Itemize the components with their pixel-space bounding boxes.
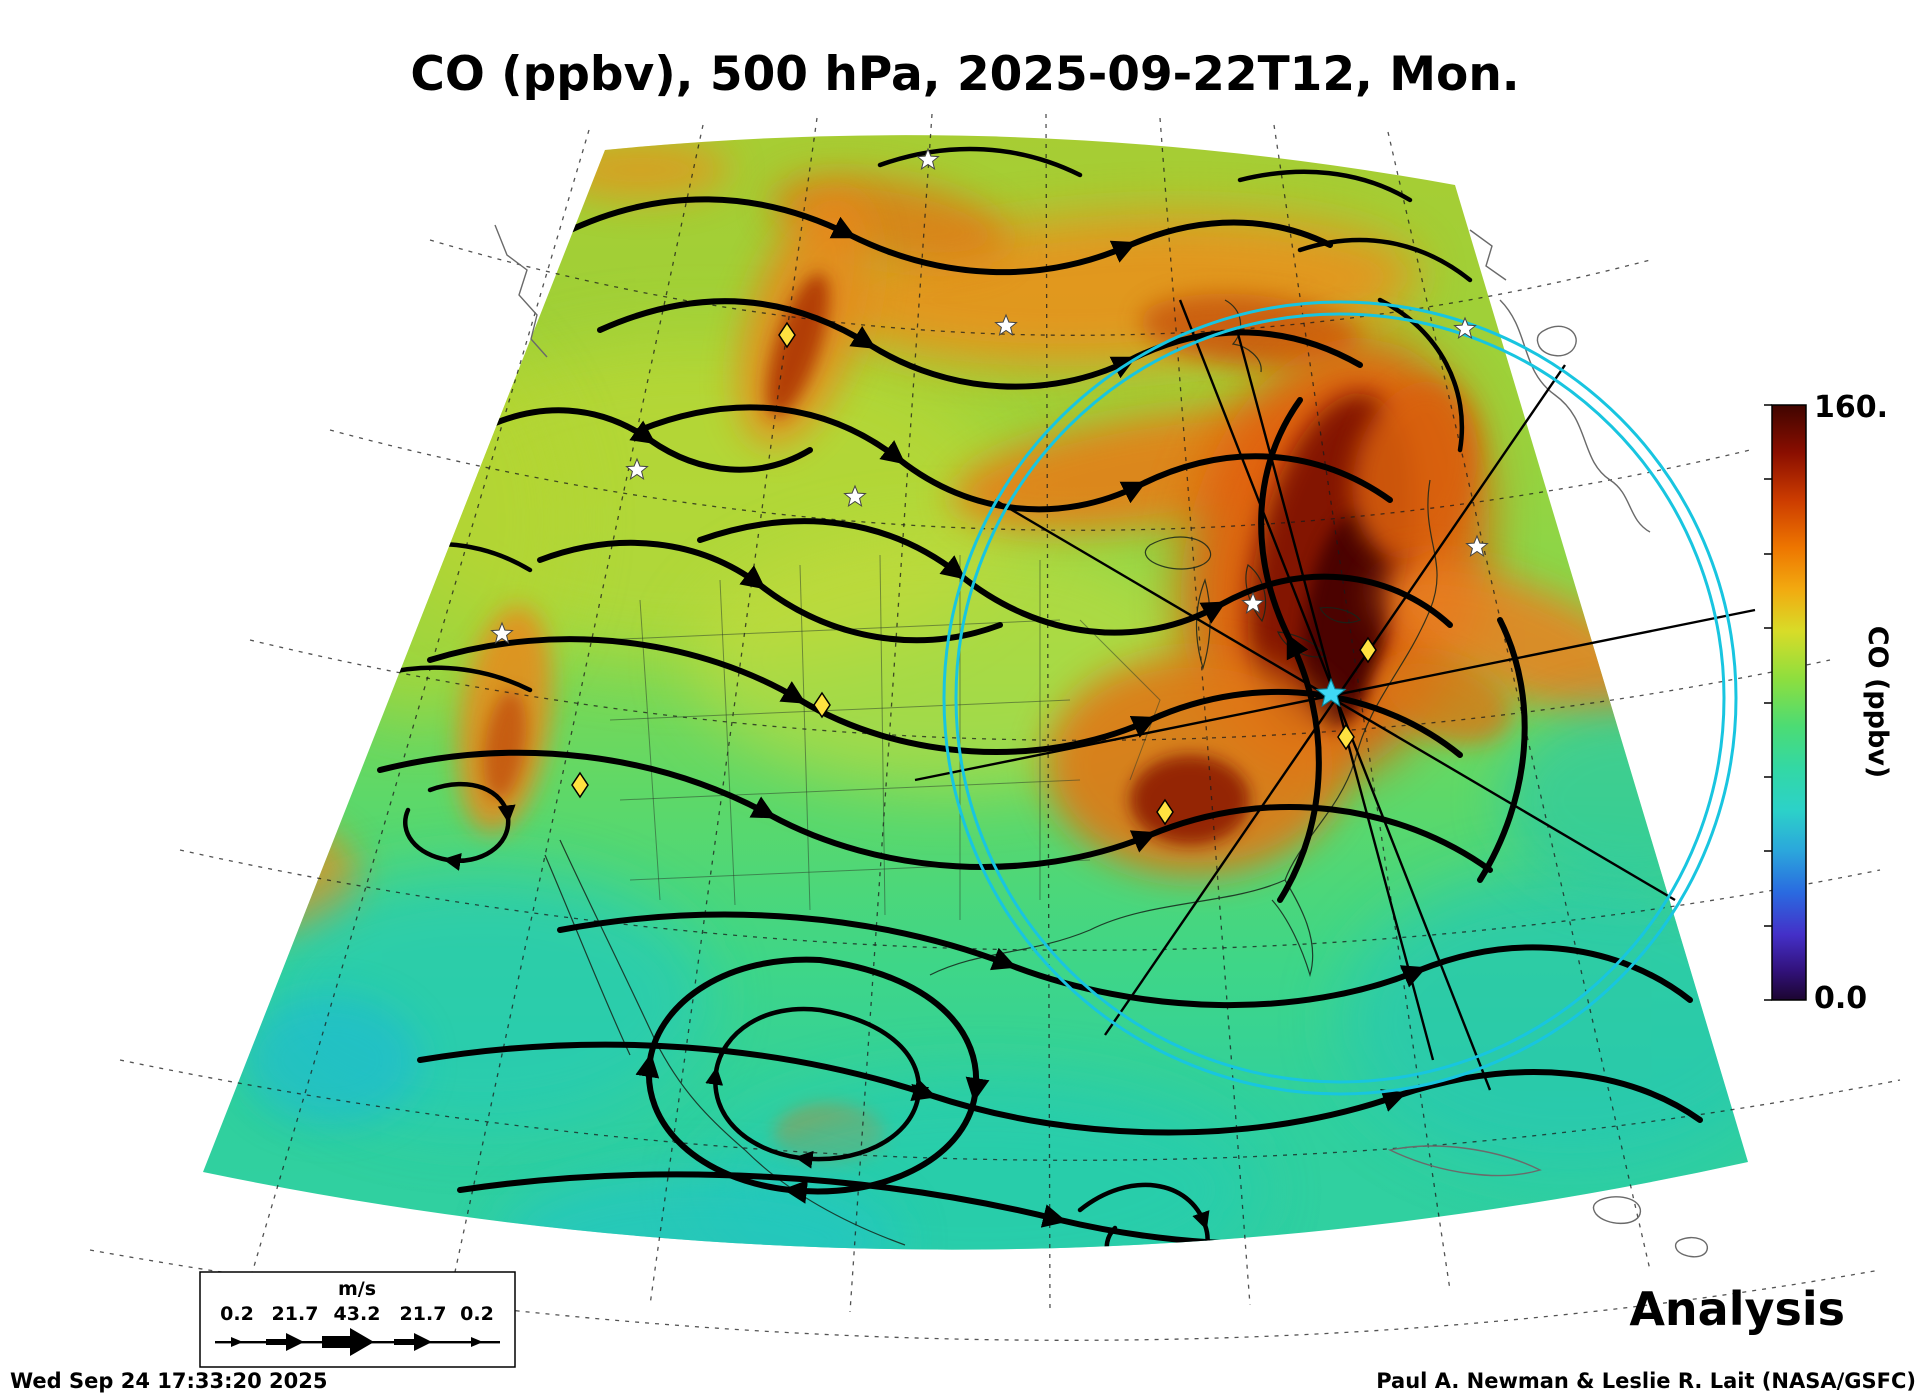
wind-speed-legend: m/s 0.2 21.7 43.2 21.7 0.2	[199, 1271, 516, 1368]
wind-legend-tick-4: 0.2	[460, 1303, 494, 1325]
wind-streamlines	[357, 146, 1703, 1250]
wind-legend-tick-2: 43.2	[334, 1303, 381, 1325]
colorbar: 160. 0.0 CO (ppbv)	[1764, 390, 1893, 1016]
colorbar-axis-label: CO (ppbv)	[1862, 626, 1893, 778]
footer-timestamp: Wed Sep 24 17:33:20 2025	[10, 1369, 327, 1393]
analysis-label: Analysis	[1629, 1282, 1845, 1336]
colorbar-min-label: 0.0	[1814, 981, 1867, 1016]
colorbar-gradient	[1771, 404, 1807, 1001]
wind-legend-tick-0: 0.2	[220, 1303, 254, 1325]
colorbar-ticks	[1764, 404, 1772, 1001]
coastlines-outside	[494, 224, 1708, 1258]
range-circle	[942, 300, 1738, 1096]
wind-legend-tick-1: 21.7	[272, 1303, 319, 1325]
wind-legend-tick-3: 21.7	[400, 1303, 447, 1325]
wind-legend-units: m/s	[338, 1278, 376, 1300]
footer-credit: Paul A. Newman & Leslie R. Lait (NASA/GS…	[1376, 1369, 1916, 1393]
co-field-map	[203, 135, 1748, 1250]
plot-title: CO (ppbv), 500 hPa, 2025-09-22T12, Mon.	[410, 47, 1519, 102]
colorbar-max-label: 160.	[1814, 390, 1888, 425]
wind-speed-arrow-glyph	[215, 1328, 500, 1356]
